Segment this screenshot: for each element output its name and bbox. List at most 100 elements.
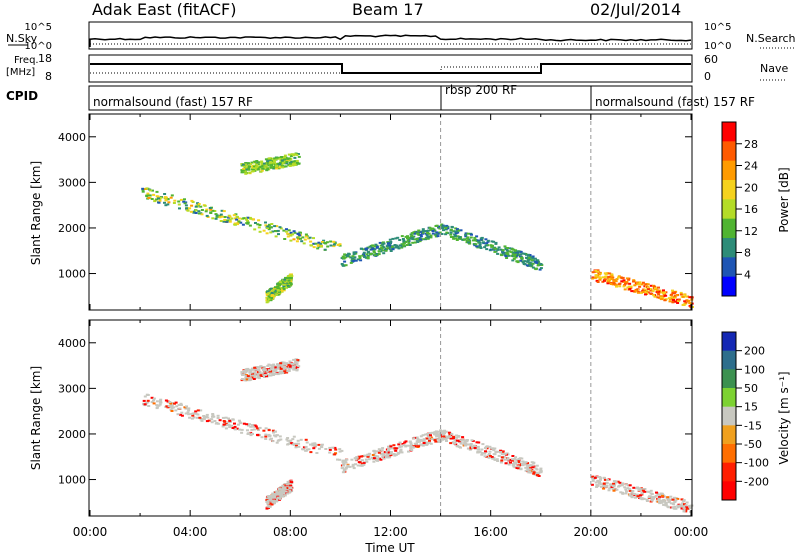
data-cell-464: [428, 439, 431, 442]
data-cell-64: [222, 220, 226, 223]
data-cell-249: [295, 442, 298, 445]
data-cell-897: [676, 497, 680, 500]
data-cell-1186: [243, 369, 247, 372]
data-cell-1270: [290, 365, 294, 368]
data-cell-68: [271, 440, 275, 443]
data-cell-60: [254, 222, 257, 224]
data-cell-362: [387, 456, 391, 459]
data-cell-763: [521, 261, 525, 264]
data-cell-993: [594, 269, 598, 272]
data-cell-1169: [266, 364, 270, 367]
data-cell-1126: [256, 163, 260, 165]
data-cell-473: [354, 463, 358, 466]
data-cell-503: [404, 440, 408, 443]
data-cell-281: [362, 248, 365, 251]
data-cell-413: [403, 441, 407, 444]
data-cell-1277: [248, 171, 252, 174]
data-cell-859: [673, 300, 677, 303]
data-cell-113: [155, 404, 159, 407]
data-cell-557: [452, 437, 455, 440]
data-cell-360: [352, 467, 356, 470]
data-cell-972: [682, 500, 686, 503]
data-cell-245: [305, 449, 308, 452]
data-cell-220: [152, 402, 156, 405]
data-cell-952: [679, 505, 683, 508]
data-cell-457: [408, 440, 412, 443]
data-cell-591: [519, 253, 523, 256]
data-cell-520: [455, 239, 459, 241]
data-cell-159: [251, 432, 254, 435]
data-cell-720: [536, 474, 539, 477]
colorbar-label-3: 16: [744, 203, 758, 216]
data-cell-160: [308, 236, 312, 239]
data-cell-988: [608, 272, 612, 275]
data-cell-1548: [267, 298, 271, 301]
data-cell-663: [483, 455, 487, 458]
data-cell-30: [304, 235, 308, 238]
data-cell-48: [239, 221, 243, 224]
data-cell-1104: [249, 162, 252, 165]
data-cell-838: [629, 286, 633, 289]
data-cell-924: [649, 489, 653, 492]
data-cell-94: [141, 187, 145, 190]
data-cell-500: [417, 229, 421, 232]
data-cell-541: [538, 268, 542, 271]
data-cell-251: [197, 203, 201, 205]
data-cell-1227: [269, 166, 273, 169]
data-cell-761: [532, 461, 536, 464]
data-cell-448: [440, 223, 444, 226]
data-cell-1244: [278, 161, 282, 164]
data-cell-877: [663, 500, 667, 503]
data-cell-91: [290, 442, 294, 445]
data-cell-462: [406, 239, 410, 242]
data-cell-1274: [258, 377, 261, 380]
data-cell-618: [466, 443, 470, 446]
data-cell-340: [365, 253, 369, 256]
nsearch-tick-bottom: 10^0: [704, 41, 731, 52]
data-cell-696: [526, 260, 530, 263]
data-cell-1103: [289, 157, 293, 160]
data-cell-280: [424, 433, 428, 436]
data-cell-97: [317, 242, 321, 245]
data-cell-481: [430, 438, 434, 441]
data-cell-1517: [278, 496, 282, 499]
data-cell-4: [228, 218, 232, 221]
data-cell-961: [636, 495, 640, 498]
data-cell-1023: [624, 488, 628, 491]
data-cell-1174: [265, 370, 269, 373]
data-cell-471: [387, 451, 391, 454]
data-cell-627: [444, 437, 448, 440]
data-cell-883: [607, 489, 611, 492]
data-cell-681: [465, 237, 469, 240]
data-cell-689: [466, 236, 470, 239]
data-cell-1249: [268, 160, 272, 163]
data-cell-926: [591, 477, 595, 480]
data-cell-167: [287, 229, 291, 232]
ytick-label-2: 3000: [58, 382, 86, 395]
data-cell-34: [179, 198, 183, 201]
data-cell-718: [537, 475, 541, 477]
data-cell-1179: [267, 374, 271, 377]
data-cell-341: [377, 448, 381, 451]
data-cell-616: [473, 238, 477, 241]
data-cell-964: [657, 500, 661, 503]
data-cell-723: [457, 435, 461, 438]
data-cell-758: [501, 249, 505, 252]
data-cell-257: [170, 410, 174, 412]
data-cell-755: [493, 250, 497, 253]
data-cell-941: [630, 290, 634, 293]
data-cell-738: [491, 447, 495, 450]
data-cell-215: [317, 447, 321, 450]
data-cell-36: [248, 423, 251, 426]
data-cell-1521: [285, 280, 289, 283]
data-cell-946: [629, 494, 633, 497]
data-cell-1247: [284, 367, 288, 370]
data-cell-250: [155, 195, 159, 198]
data-cell-1541: [273, 291, 277, 294]
data-cell-1241: [265, 375, 268, 378]
data-cell-517: [357, 461, 361, 464]
data-cell-881: [677, 298, 681, 301]
data-cell-972: [623, 288, 627, 291]
data-cell-1096: [258, 366, 262, 369]
data-cell-496: [440, 225, 443, 228]
